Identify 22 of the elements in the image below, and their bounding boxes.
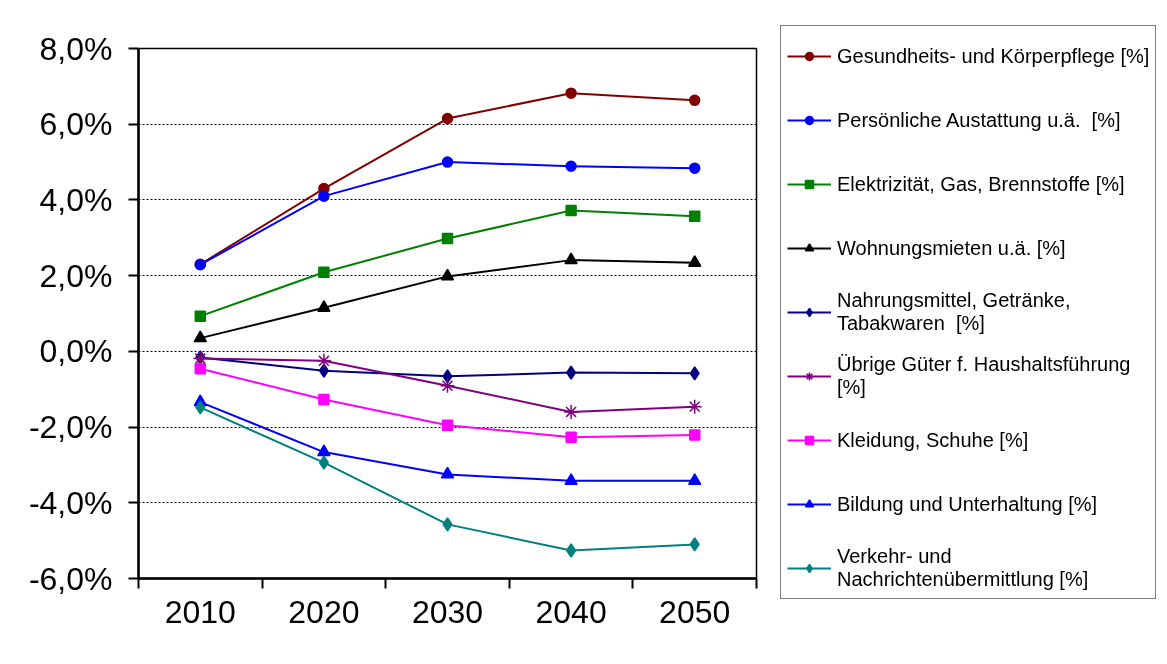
y-tick-label: 6,0% <box>39 106 113 143</box>
y-tick-label: -2,0% <box>28 409 113 446</box>
y-tick-label: -4,0% <box>28 484 113 521</box>
legend-label: Übrige Güter f. Haushaltsführung [%] <box>837 352 1131 400</box>
x-tick-label: 2020 <box>288 593 360 630</box>
y-tick-label: 4,0% <box>39 181 113 218</box>
x-tick-label: 2050 <box>659 593 731 630</box>
y-tick-label: 8,0% <box>39 30 113 67</box>
legend-label: Verkehr- und Nachrichtenübermittlung [%] <box>837 544 1089 592</box>
legend-label: Wohnungsmieten u.ä. [%] <box>837 235 1066 261</box>
legend-label: Nahrungsmittel, Getränke, Tabakwaren [%] <box>837 288 1071 336</box>
y-tick-label: 2,0% <box>39 257 113 294</box>
y-tick-label: 0,0% <box>39 333 113 370</box>
x-tick-label: 2010 <box>164 593 236 630</box>
legend-label: Gesundheits- und Körperpflege [%] <box>837 43 1150 69</box>
legend-label: Elektrizität, Gas, Brennstoffe [%] <box>837 171 1125 197</box>
legend-label: Kleidung, Schuhe [%] <box>837 427 1029 453</box>
legend-label: Bildung und Unterhaltung [%] <box>837 491 1098 517</box>
x-tick-label: 2030 <box>411 593 484 630</box>
x-tick-label: 2040 <box>535 593 607 630</box>
y-tick-label: -6,0% <box>28 560 113 597</box>
legend-label: Persönliche Austattung u.ä. [%] <box>837 107 1121 133</box>
